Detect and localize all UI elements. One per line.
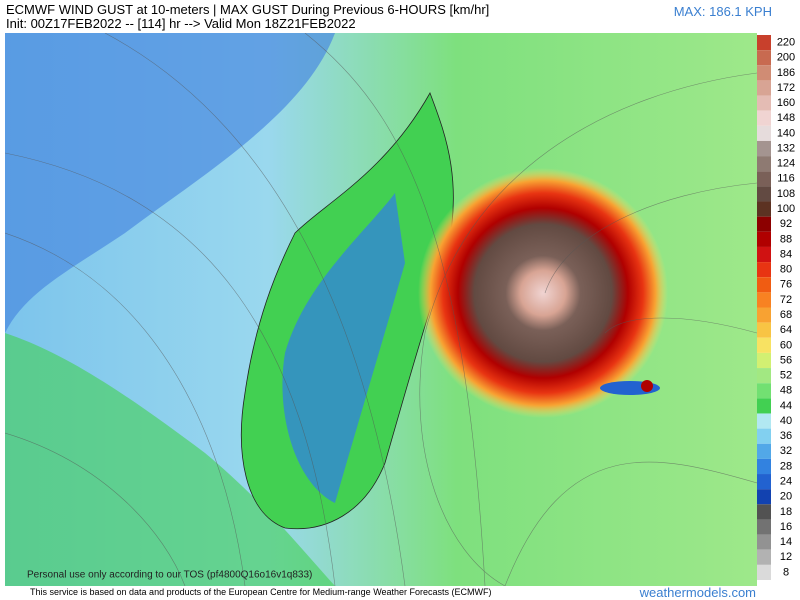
subtitle: Init: 00Z17FEB2022 -- [114] hr --> Valid…	[6, 16, 356, 31]
legend-label: 8	[783, 566, 789, 578]
legend-label: 56	[780, 354, 792, 366]
legend-swatch	[757, 95, 771, 111]
legend-label: 24	[780, 476, 792, 488]
legend-label: 84	[780, 248, 792, 260]
legend-swatch	[757, 519, 771, 535]
legend-label: 220	[777, 36, 795, 48]
legend-label: 132	[777, 142, 795, 154]
legend-label: 72	[780, 294, 792, 306]
footer-site: weathermodels.com	[639, 585, 756, 600]
legend-label: 40	[780, 415, 792, 427]
land-region	[5, 33, 335, 333]
legend-swatch	[757, 489, 771, 505]
map: Personal use only according to our TOS (…	[5, 33, 757, 586]
legend-swatch	[757, 398, 771, 414]
footer-notice: This service is based on data and produc…	[30, 587, 492, 597]
legend-label: 200	[777, 52, 795, 64]
legend-label: 20	[780, 491, 792, 503]
legend-label: 172	[777, 82, 795, 94]
legend-label: 80	[780, 264, 792, 276]
legend-swatch	[757, 216, 771, 232]
cyclone	[418, 168, 668, 418]
legend-swatch	[757, 337, 771, 353]
legend-label: 88	[780, 233, 792, 245]
legend-label: 108	[777, 188, 795, 200]
legend-swatch	[757, 186, 771, 202]
island-core	[641, 380, 653, 392]
legend-label: 186	[777, 67, 795, 79]
gust-region	[282, 193, 405, 503]
legend-swatch	[757, 504, 771, 520]
legend-label: 12	[780, 551, 792, 563]
legend-label: 116	[777, 173, 795, 185]
legend-swatch	[757, 231, 771, 247]
legend-label: 140	[777, 127, 795, 139]
legend-label: 160	[777, 97, 795, 109]
legend-swatch	[757, 443, 771, 459]
legend-swatch	[757, 322, 771, 338]
legend-swatch	[757, 474, 771, 490]
legend: 2202001861721601481401321241161081009288…	[757, 35, 795, 580]
legend-swatch	[757, 307, 771, 323]
legend-swatch	[757, 110, 771, 126]
legend-swatch	[757, 413, 771, 429]
legend-label: 28	[780, 460, 792, 472]
legend-label: 68	[780, 309, 792, 321]
legend-swatch	[757, 50, 771, 66]
legend-swatch	[757, 125, 771, 141]
legend-label: 14	[780, 536, 792, 548]
legend-swatch	[757, 171, 771, 187]
legend-label: 32	[780, 445, 792, 457]
legend-swatch	[757, 201, 771, 217]
legend-swatch	[757, 458, 771, 475]
streamlines	[5, 33, 757, 586]
legend-label: 18	[780, 506, 792, 518]
legend-swatch	[757, 35, 771, 51]
legend-swatch	[757, 262, 771, 278]
legend-swatch	[757, 156, 771, 172]
title: ECMWF WIND GUST at 10-meters | MAX GUST …	[6, 2, 490, 17]
legend-swatch	[757, 352, 771, 369]
legend-label: 52	[780, 370, 792, 382]
legend-swatch	[757, 246, 771, 263]
max-label: MAX: 186.1 KPH	[673, 4, 772, 19]
legend-label: 44	[780, 400, 792, 412]
legend-swatch	[757, 292, 771, 308]
legend-swatch	[757, 534, 771, 550]
legend-label: 48	[780, 385, 792, 397]
legend-swatch	[757, 549, 771, 565]
legend-swatch	[757, 140, 771, 157]
legend-label: 16	[780, 521, 792, 533]
legend-swatch	[757, 368, 771, 384]
legend-label: 124	[777, 158, 795, 170]
legend-swatch	[757, 65, 771, 81]
legend-label: 76	[780, 279, 792, 291]
legend-label: 92	[780, 218, 792, 230]
legend-label: 100	[777, 203, 795, 215]
legend-swatch	[757, 80, 771, 96]
legend-swatch	[757, 564, 771, 580]
legend-swatch	[757, 428, 771, 444]
legend-label: 36	[780, 430, 792, 442]
watermark: Personal use only according to our TOS (…	[27, 570, 312, 581]
legend-swatch	[757, 383, 771, 399]
land-region	[5, 333, 335, 586]
legend-label: 64	[780, 324, 792, 336]
legend-label: 60	[780, 339, 792, 351]
legend-label: 148	[777, 112, 795, 124]
legend-swatch	[757, 277, 771, 293]
